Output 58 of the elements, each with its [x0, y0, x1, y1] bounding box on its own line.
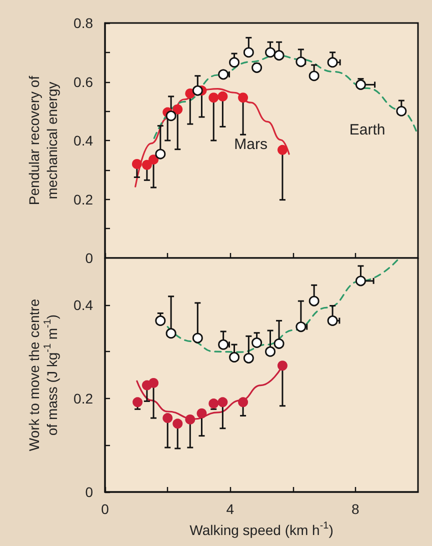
point [238, 92, 248, 103]
point [238, 397, 248, 408]
point [218, 91, 228, 102]
point [229, 352, 240, 362]
point [148, 378, 159, 388]
x-tick-label: 4 [226, 501, 234, 517]
point [308, 296, 320, 306]
y-axis-title: Pendular recovery of mechanical energy [26, 76, 60, 206]
x-tick-label: 0 [101, 501, 110, 517]
point [396, 106, 407, 116]
point [218, 339, 229, 350]
y-tick-label: 0.8 [74, 15, 94, 31]
y-tick-label: 0.2 [74, 191, 94, 208]
point [162, 413, 173, 424]
series-label: Mars [234, 136, 268, 154]
y-tick-label: 0 [85, 484, 94, 500]
point [155, 148, 166, 160]
point [192, 332, 203, 344]
point [229, 57, 240, 68]
point [274, 50, 284, 61]
point [243, 352, 254, 364]
point [166, 328, 176, 339]
point [132, 159, 142, 169]
point [355, 79, 366, 90]
point [265, 47, 276, 58]
point [155, 315, 166, 326]
point [277, 144, 288, 155]
point [252, 62, 262, 73]
point [142, 160, 152, 170]
point [196, 408, 207, 418]
point [277, 360, 288, 371]
y-tick-label: 0 [85, 250, 94, 266]
point [243, 47, 254, 58]
point [166, 110, 176, 122]
point [185, 414, 196, 424]
point [327, 57, 338, 68]
point [172, 418, 183, 429]
point [218, 397, 228, 408]
point [192, 85, 203, 96]
line-series [166, 258, 400, 353]
point [208, 92, 219, 103]
point [148, 154, 159, 165]
y-tick-label: 0.2 [74, 390, 94, 406]
point [218, 69, 229, 80]
point [132, 397, 143, 408]
point [265, 346, 276, 357]
point [274, 338, 284, 349]
y-tick-label: 0.4 [74, 296, 94, 313]
point [252, 337, 262, 348]
point [208, 398, 219, 409]
y-tick-label: 0.6 [74, 74, 94, 90]
point [296, 56, 306, 68]
point [308, 70, 320, 82]
x-tick-label: 8 [352, 501, 360, 517]
series-label: Earth [349, 122, 386, 139]
point [355, 276, 366, 286]
y-tick-label: 0.4 [74, 132, 94, 148]
point [172, 104, 183, 114]
